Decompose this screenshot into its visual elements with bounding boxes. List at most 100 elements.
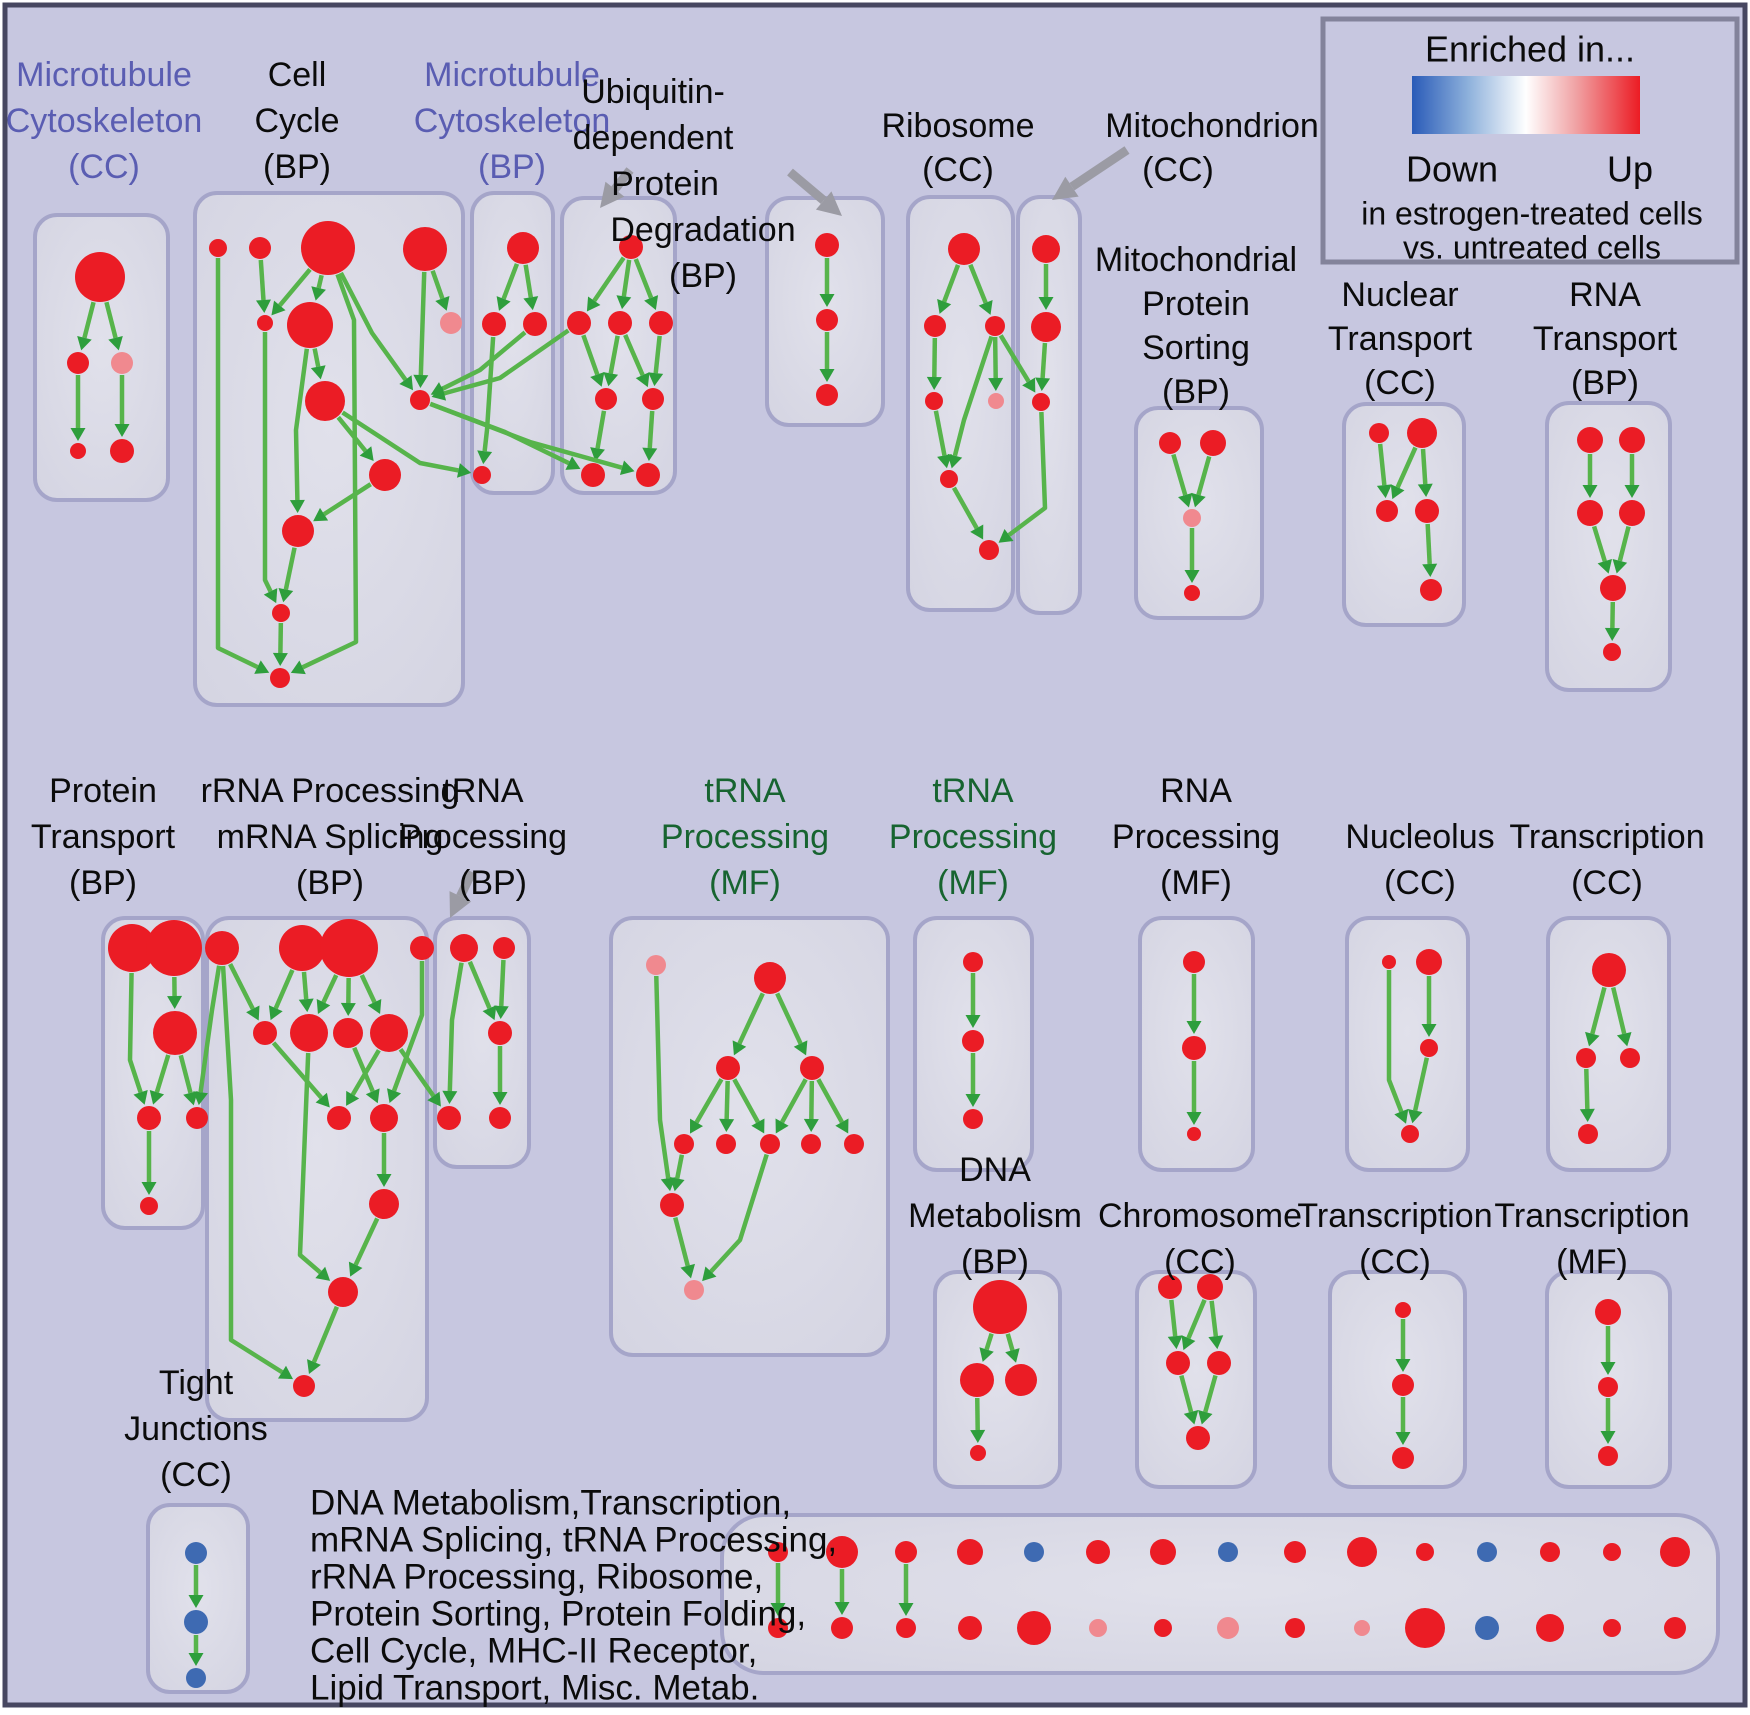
go-term-node-mm1 [1032,235,1060,263]
edge-line [1395,446,1418,489]
strip-node-bottom [1405,1608,1445,1648]
strip-node-top [826,1536,858,1568]
edge-line [262,332,273,593]
edge-arrowhead [496,296,511,311]
edge-line [127,972,143,1094]
group-label-trna-processing-mf-2-line1: tRNA [932,772,1014,810]
legend: Enriched in... Down Up in estrogen-treated … [1320,16,1740,265]
edge-arrowhead [998,529,1014,543]
edges-layer [70,256,1640,1666]
edge-line [732,1078,760,1124]
go-term-node-cb1 [581,463,605,487]
group-label-transcription-cc-low-line2: (CC) [1359,1243,1431,1281]
edge-line [293,348,310,501]
edge-arrowhead [387,1088,402,1103]
group-label-rna-transport-bp-line3: (BP) [1571,364,1639,402]
go-term-node-n3 [301,221,355,275]
group-label-nuclear-transport-cc-line1: Nuclear [1341,276,1458,314]
pointer-arrowhead-mitochondrion-to-box [1052,176,1079,200]
edge-arrowhead [978,300,993,315]
edge-line [273,969,295,1010]
go-term-node-e2 [816,309,838,331]
group-label-nuclear-transport-cc-line2: Transport [1328,320,1473,358]
edge-arrowhead [1597,559,1612,574]
edge-arrowhead [431,386,447,401]
edge-arrowhead [359,446,374,462]
edge-line [301,971,309,1000]
edge-line [592,256,626,302]
group-label-nucleolus-cc-line2: (CC) [1384,864,1456,902]
edge-arrowhead [442,1090,458,1105]
go-term-node-h3 [1187,1127,1201,1141]
strip-node-bottom [1217,1617,1239,1639]
edge-arrowhead [590,447,605,462]
group-label-trna-processing-mf-2-line3: (MF) [937,864,1009,902]
edge-line [258,259,266,301]
group-label-transcription-cc-mid-line2: (CC) [1571,864,1643,902]
go-term-node-q10 [370,1104,398,1132]
edge-arrowhead [1582,485,1598,498]
group-label-transcription-cc-mid-line1: Transcription [1509,818,1704,856]
go-term-node-u2 [754,962,786,994]
box-chromosome [1135,1270,1257,1489]
edge-line [780,1078,808,1124]
edge-line [352,1046,375,1093]
edge-arrowhead [1181,1335,1196,1351]
go-term-node-w4 [1578,1124,1598,1144]
go-term-node-dm2 [960,1363,994,1397]
go-term-node-uv [660,1193,684,1217]
edge-line [350,1049,381,1096]
edge-line [1386,970,1404,1113]
go-term-node-cl2 [642,388,664,410]
go-term-node-h2 [1182,1036,1206,1060]
group-label-ubiquitin-bp-line5: (BP) [669,257,737,295]
edge-arrowhead [1178,492,1193,508]
edge-arrowhead [188,1653,204,1666]
go-term-node-k4 [1401,1125,1419,1143]
edge-arrowhead [803,1118,819,1133]
go-term-node-n5 [257,315,273,331]
edge-arrowhead [947,453,963,469]
edge-arrowhead [307,1359,321,1374]
edge-line [621,259,632,297]
edge-arrowhead [793,1040,808,1056]
edge-line [933,410,947,456]
edge-arrowhead [988,377,1004,392]
edge-line [1617,526,1631,562]
go-term-node-n2 [249,237,271,259]
edge-arrowhead [315,1092,330,1108]
edge-arrowhead [271,300,286,316]
edge-line [1377,443,1387,486]
edge-arrowhead [648,372,664,387]
edge-arrowhead [310,365,326,380]
edge-line [1584,1068,1590,1110]
pointer-arrow-mitochondrion-to-box [1069,146,1130,191]
go-term-node-r7 [940,470,958,488]
edge-line [816,1078,844,1124]
edge-arrowhead [316,999,331,1014]
edge-arrowhead [819,294,835,307]
group-label-mito-protein-sorting-bp-line3: Sorting [1142,329,1250,367]
strip-node-bottom [958,1616,982,1640]
edge-arrowhead [1038,297,1054,310]
edge-arrowhead [1616,1031,1632,1047]
group-label-rna-processing-mf-line1: RNA [1160,772,1232,810]
edge-line [951,486,979,530]
go-term-node-rt2 [1619,427,1645,453]
edge-arrowhead [290,660,306,675]
go-term-node-t1 [450,934,478,962]
edge-arrowhead [642,447,658,462]
edge-arrowhead [482,1005,497,1021]
go-term-node-e1 [815,233,839,257]
group-label-mt-cytoskeleton-bp-line2: Cytoskeleton [414,102,611,140]
go-term-node-t5 [489,1107,511,1129]
legend-subtitle-line2: vs. untreated cells [1403,229,1661,265]
edge-arrowhead [272,652,288,667]
edge-line [1591,525,1607,562]
gray-arrows-layer [449,146,1130,918]
edge-line [353,1217,380,1266]
go-term-node-s3 [1183,509,1201,527]
edge-arrowhead [255,299,271,314]
go-term-node-g1 [963,952,983,972]
go-term-node-nt3 [1376,500,1398,522]
